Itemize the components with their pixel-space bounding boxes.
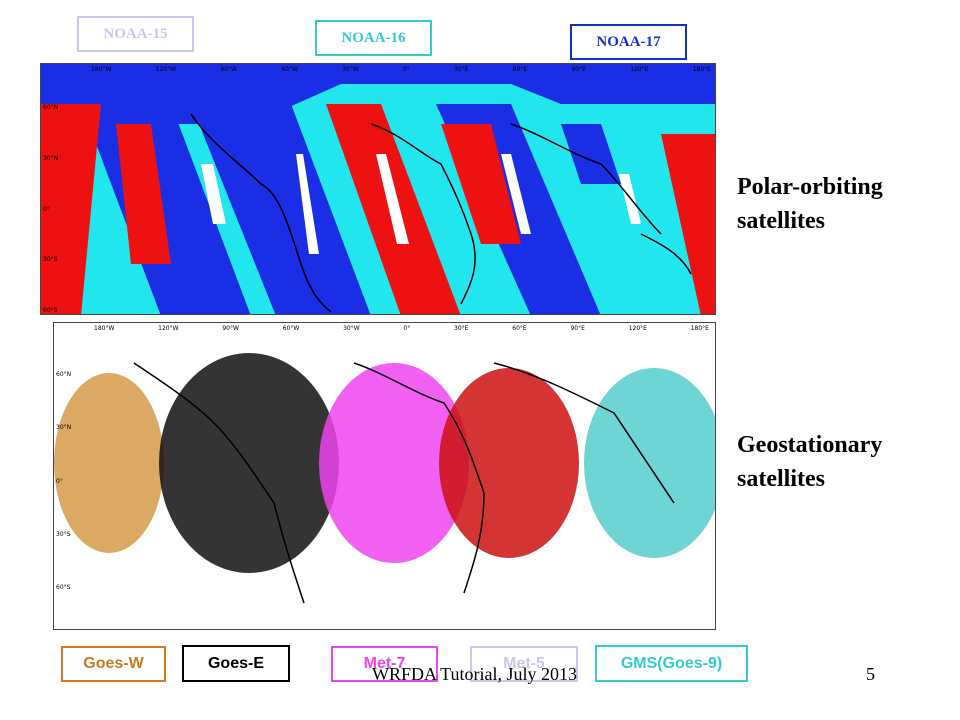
- legend-noaa16: NOAA-16: [315, 20, 432, 56]
- gms-coverage: [584, 368, 715, 558]
- lon-label: 60°E: [512, 66, 528, 73]
- polar-map-lat-labels: 60°N 30°N 0° 30°S 60°S: [43, 104, 58, 314]
- legend-goes-w: Goes-W: [61, 646, 166, 682]
- legend-goes-w-label: Goes-W: [83, 655, 144, 672]
- legend-met7: Met-7: [331, 646, 438, 682]
- lat-label: 30°S: [56, 530, 71, 538]
- met5-coverage: [439, 368, 579, 558]
- polar-coverage-map: 180°W 120°W 90°W 60°W 30°W 0° 30°E 60°E …: [40, 63, 716, 315]
- page-number: 5: [866, 664, 875, 685]
- legend-met7-label: Met-7: [363, 655, 406, 672]
- lon-label: 60°E: [512, 325, 527, 332]
- lon-label: 60°W: [281, 66, 298, 73]
- met7-coverage: [319, 363, 469, 563]
- geo-map-graphic: [54, 353, 715, 604]
- coverage-gap: [376, 154, 409, 244]
- polar-map-graphic: [41, 64, 715, 314]
- legend-noaa16-label: NOAA-16: [341, 29, 406, 46]
- lon-label: 120°W: [155, 66, 177, 73]
- lon-label: 120°E: [630, 66, 649, 73]
- lat-label: 30°N: [43, 154, 59, 162]
- lon-label: 90°W: [222, 325, 239, 332]
- lat-label: 0°: [56, 477, 63, 485]
- lon-label: 180°W: [91, 66, 112, 73]
- legend-gms: GMS(Goes-9): [595, 645, 748, 682]
- coastline: [190, 113, 692, 313]
- lat-label: 60°S: [56, 584, 71, 591]
- coverage-gap: [619, 174, 641, 224]
- legend-met5-label: Met-5: [503, 655, 545, 672]
- lat-label: 30°S: [43, 256, 58, 264]
- lon-label: 30°E: [454, 66, 469, 73]
- polar-orbiting-text: Polar-orbiting satellites: [737, 174, 883, 234]
- goes-e-coverage: [159, 353, 339, 573]
- geostationary-label: Geostationary satellites: [737, 428, 937, 496]
- lon-label: 120°E: [628, 325, 647, 332]
- footer-title-text: WRFDA Tutorial, July 2013: [372, 664, 578, 684]
- noaa16-swath: [441, 124, 521, 244]
- noaa16-swath: [661, 134, 715, 314]
- legend-noaa15-label: NOAA-15: [103, 25, 168, 42]
- geo-map-lon-labels: 180°W 120°W 90°W 60°W 30°W 0° 30°E 60°E …: [94, 325, 709, 332]
- lat-label: 60°N: [43, 104, 59, 111]
- lon-label: 60°W: [282, 325, 300, 332]
- noaa16-swath: [41, 104, 101, 314]
- geostationary-coverage-map: 180°W 120°W 90°W 60°W 30°W 0° 30°E 60°E …: [53, 322, 716, 630]
- lon-label: 30°E: [454, 325, 469, 332]
- lon-label: 180°E: [690, 325, 709, 332]
- coverage-gap: [501, 154, 531, 234]
- lat-label: 60°S: [43, 307, 58, 314]
- polar-orbiting-label: Polar-orbiting satellites: [737, 170, 937, 238]
- geostationary-text: Geostationary satellites: [737, 432, 883, 492]
- legend-gms-label: GMS(Goes-9): [620, 654, 723, 672]
- coastline: [133, 362, 675, 604]
- lon-label: 90°E: [571, 66, 586, 73]
- lon-label: 180°W: [94, 325, 115, 332]
- noaa16-swath: [116, 124, 171, 264]
- geo-map-lat-labels: 60°N 30°N 0° 30°S 60°S: [56, 371, 71, 591]
- lon-label: 180°E: [692, 66, 711, 73]
- footer-title: WRFDA Tutorial, July 2013: [372, 664, 577, 685]
- lon-label: 30°W: [342, 66, 359, 73]
- page-number-text: 5: [866, 664, 875, 684]
- legend-noaa17: NOAA-17: [570, 24, 687, 60]
- coverage-gap: [201, 164, 226, 224]
- lat-label: 60°N: [56, 371, 72, 378]
- lon-label: 120°W: [158, 325, 179, 332]
- lon-label: 30°W: [343, 325, 360, 332]
- lon-label: 0°: [403, 325, 411, 332]
- lat-label: 30°N: [56, 424, 72, 432]
- goes-w-coverage: [54, 373, 164, 553]
- lat-label: 0°: [43, 205, 50, 213]
- legend-noaa15: NOAA-15: [77, 16, 194, 52]
- lon-label: 90°W: [220, 66, 237, 73]
- lon-label: 90°E: [570, 325, 585, 332]
- polar-map-lon-labels: 180°W 120°W 90°W 60°W 30°W 0° 30°E 60°E …: [91, 66, 711, 73]
- legend-goes-e-label: Goes-E: [207, 654, 264, 672]
- legend-noaa17-label: NOAA-17: [596, 33, 661, 50]
- coverage-gap: [296, 154, 319, 254]
- legend-met5: Met-5: [470, 646, 578, 682]
- legend-goes-e: Goes-E: [182, 645, 290, 682]
- lon-label: 0°: [402, 66, 410, 73]
